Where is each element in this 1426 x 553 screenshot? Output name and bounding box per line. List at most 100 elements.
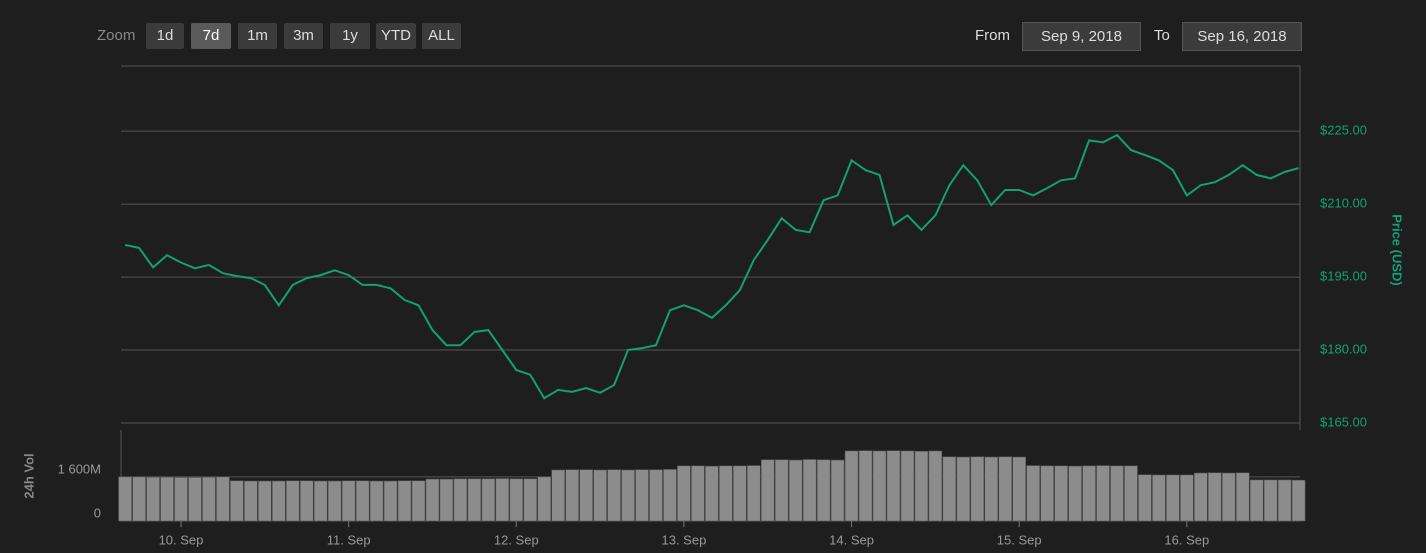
volume-bar	[411, 480, 426, 522]
volume-bar	[746, 465, 761, 522]
volume-bar	[467, 478, 482, 522]
volume-bar	[1040, 465, 1054, 522]
zoom-label: Zoom	[97, 27, 136, 44]
volume-bar	[1235, 472, 1250, 522]
volume-bar	[146, 476, 160, 522]
to-input[interactable]: Sep 16, 2018	[1182, 22, 1302, 51]
zoom-button[interactable]: YTD	[376, 23, 416, 49]
y-tick-label: 1 600M	[58, 461, 101, 476]
zoom-button[interactable]: 7d	[191, 23, 231, 49]
x-tick-label: 11. Sep	[327, 532, 371, 547]
volume-bar	[1068, 465, 1082, 522]
volume-bar	[174, 477, 188, 522]
volume-bar	[635, 469, 649, 522]
volume-bar	[774, 459, 789, 522]
volume-bar	[579, 469, 593, 522]
x-tick-label: 15. Sep	[997, 532, 1042, 547]
volume-bar	[369, 480, 384, 522]
y-tick-label: $195.00	[1320, 269, 1367, 284]
volume-bar	[1249, 479, 1264, 522]
volume-bar	[1221, 472, 1236, 522]
volume-bar	[1012, 456, 1027, 522]
volume-bar	[858, 450, 873, 522]
x-tick-label: 10. Sep	[159, 532, 204, 547]
volume-bar	[760, 459, 775, 522]
zoom-button[interactable]: ALL	[422, 23, 461, 49]
volume-bar	[118, 476, 132, 522]
volume-bar	[551, 469, 565, 522]
y-tick-label: $180.00	[1320, 341, 1367, 356]
volume-bar	[872, 450, 887, 522]
volume-bar	[1263, 479, 1278, 522]
volume-bar	[914, 450, 929, 522]
volume-bar	[244, 480, 258, 522]
volume-bar	[495, 478, 510, 522]
volume-bar	[956, 456, 971, 522]
volume-bar	[705, 465, 719, 522]
volume-axis-title: 24h Vol	[21, 453, 36, 498]
volume-bar	[188, 477, 202, 522]
volume-bar	[425, 478, 440, 522]
volume-bar	[453, 478, 468, 522]
volume-bar	[202, 476, 216, 522]
x-tick-label: 12. Sep	[494, 532, 539, 547]
volume-bar	[719, 465, 733, 522]
volume-bar	[397, 480, 412, 522]
zoom-button[interactable]: 1m	[238, 23, 277, 49]
volume-bar	[1166, 474, 1180, 522]
volume-bar	[160, 476, 174, 522]
volume-bar	[1124, 465, 1138, 522]
volume-bar	[1207, 472, 1222, 522]
volume-bar	[788, 459, 803, 522]
volume-bar	[258, 480, 272, 522]
volume-bar	[341, 480, 356, 522]
y-axis-title: Price (USD)	[1390, 214, 1405, 286]
volume-bar	[230, 480, 244, 522]
volume-bar	[691, 465, 705, 522]
volume-bar	[565, 469, 579, 522]
from-label: From	[975, 27, 1010, 44]
volume-bar	[132, 476, 146, 522]
volume-bar	[830, 459, 845, 522]
volume-bar	[607, 469, 621, 522]
volume-bar	[942, 456, 957, 522]
volume-bar	[481, 478, 496, 522]
x-tick-label: 16. Sep	[1164, 532, 1209, 547]
volume-bar	[1152, 474, 1166, 522]
volume-bar	[677, 465, 691, 522]
volume-bar	[970, 456, 985, 522]
volume-bar	[802, 459, 817, 522]
volume-bar	[439, 478, 454, 522]
volume-bar	[1026, 465, 1040, 522]
volume-bar	[593, 469, 607, 522]
price-line	[124, 133, 1299, 400]
volume-bar	[928, 450, 943, 522]
volume-bar	[998, 456, 1013, 522]
volume-bar	[816, 459, 831, 522]
zoom-button[interactable]: 1y	[330, 23, 370, 49]
zoom-button[interactable]: 1d	[146, 23, 184, 49]
volume-bar	[523, 478, 538, 522]
y-tick-label: 0	[94, 505, 101, 520]
volume-bar	[732, 465, 747, 522]
volume-bar	[1291, 479, 1306, 522]
to-label: To	[1154, 27, 1170, 44]
x-tick-label: 13. Sep	[662, 532, 707, 547]
volume-bar	[537, 476, 552, 522]
volume-bar	[383, 480, 398, 522]
volume-bar	[1194, 472, 1208, 522]
zoom-button[interactable]: 3m	[284, 23, 323, 49]
volume-bar	[1138, 474, 1152, 522]
volume-bar	[844, 450, 859, 522]
volume-bar	[355, 480, 370, 522]
y-tick-label: $225.00	[1320, 123, 1367, 138]
volume-bar	[327, 480, 342, 522]
volume-bar	[271, 480, 286, 522]
from-input[interactable]: Sep 9, 2018	[1022, 22, 1141, 51]
volume-bar	[299, 480, 314, 522]
volume-bar	[621, 469, 635, 522]
volume-bar	[1082, 465, 1096, 522]
volume-bar	[663, 469, 677, 522]
